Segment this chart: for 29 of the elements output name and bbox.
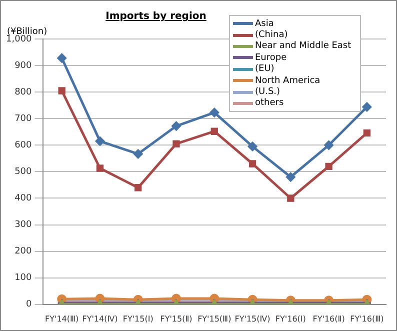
y-tick-label: 0 [26,300,32,310]
x-tick-label: FY'15(Ⅳ) [234,314,270,324]
legend-label: Asia [255,18,274,29]
legend-label: Near and Middle East [255,41,352,52]
y-tick-label: 800 [14,87,32,98]
legend-label: others [255,98,284,108]
y-tick-label: 400 [14,194,32,204]
x-tick-label: FY'15(Ⅱ) [160,314,192,324]
y-tick-label: 300 [14,220,32,230]
y-tick-label: 500 [14,167,32,178]
chart-title: Imports by region [104,11,208,22]
x-tick-label: FY'14(Ⅳ) [82,314,118,324]
x-tick-label: FY'15(Ⅲ) [198,314,232,324]
x-tick-label: FY'16(Ⅰ) [275,314,306,324]
legend-label: (EU) [255,64,274,74]
x-tick-label: FY'16(Ⅱ) [312,314,345,324]
y-tick-label: 700 [14,114,32,124]
y-tick-label: 600 [14,140,32,151]
x-tick-label: FY'14(Ⅲ) [45,314,79,324]
y-tick-label: 100 [14,273,32,284]
y-tick-label: 1,000 [6,34,32,44]
y-tick-label: 900 [14,60,32,71]
legend-label: (U.S.) [255,87,280,98]
x-tick-label: FY'16(Ⅲ) [350,314,384,324]
x-tick-label: FY'15(Ⅰ) [122,314,154,324]
legend-label: North America [255,76,320,86]
y-tick-label: 200 [14,246,32,257]
legend-label: (China) [255,30,288,40]
legend-label: Europe [255,52,287,63]
